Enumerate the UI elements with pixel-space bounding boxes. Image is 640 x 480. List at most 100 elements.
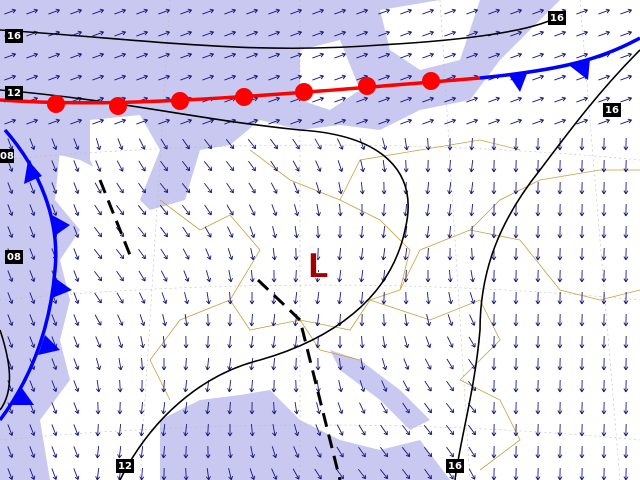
wind-arrow [271,335,277,349]
wind-arrow [292,160,300,172]
wind-arrow [73,446,80,458]
wind-arrow [4,118,16,125]
wind-arrow [183,467,189,480]
borders [149,139,640,471]
wind-arrow [226,182,234,194]
wind-arrow [183,335,189,349]
wind-arrow [51,160,58,172]
wind-arrow [160,160,168,172]
wind-arrow [315,313,321,327]
wind-arrow [26,8,38,15]
wind-arrow [447,314,454,327]
wind-arrow [381,313,387,327]
wind-arrow [337,291,343,305]
wind-arrow [381,380,388,392]
label-box [5,86,23,100]
wind-arrow [315,247,321,261]
wind-arrow [424,358,432,370]
wind-arrow [446,380,454,392]
wind-arrow [447,225,453,239]
wind-arrow [535,357,541,371]
wind-arrow [601,291,607,305]
wind-arrow [359,269,365,283]
wind-arrow [95,467,101,480]
wind-arrow [182,204,191,216]
wind-arrow [601,159,607,173]
wind-arrow [48,8,60,15]
wind-arrow [360,358,365,371]
wind-arrow [160,248,168,260]
wind-arrow [466,30,478,37]
wind-arrow [601,445,607,459]
wind-arrow [292,138,300,150]
wind-arrow [250,446,255,459]
wind-arrow [422,8,434,15]
isobars [0,14,640,480]
wind-arrow [95,358,102,371]
isobar-label: 12 [118,461,132,472]
wind-arrow [315,225,321,239]
wind-arrow [205,445,211,459]
wind-arrow [290,8,302,15]
wind-arrow [601,423,607,437]
front-symbol [508,71,528,92]
wind-arrow [293,401,299,415]
wind-arrow [601,335,607,349]
front-symbol [109,97,127,115]
wind-arrow [358,446,366,458]
wind-arrow [532,74,544,81]
wind-arrow [491,401,497,415]
wind-arrow [270,138,279,150]
wind-arrow [183,313,189,327]
wind-arrow [491,467,497,480]
wind-arrow [117,379,123,393]
wind-arrow [268,52,280,59]
wind-arrow [95,336,102,348]
wind-arrow [402,380,410,392]
wind-arrow [293,247,299,261]
wind-arrow [202,30,214,37]
wind-arrow [73,314,80,326]
label-box [5,29,23,43]
wind-arrow [513,181,519,195]
wind-arrow [557,467,563,480]
wind-arrow [290,30,302,37]
label-box [603,103,621,117]
wind-arrow [491,379,497,393]
wind-arrow [356,96,368,103]
wind-arrow [513,225,519,239]
wind-arrow [161,423,167,437]
wind-arrow [337,357,343,371]
wind-arrow [271,446,278,459]
wind-arrow [248,182,256,194]
front-symbol [235,88,253,106]
wind-arrow [620,52,632,59]
wind-arrow [513,423,519,437]
wind-arrow [183,270,190,282]
wind-arrow [447,247,453,261]
wind-arrow [623,159,629,173]
wind-arrow [491,335,497,349]
wind-arrow [248,204,256,216]
wind-arrow [356,8,368,15]
wind-arrow [601,225,607,239]
wind-arrow [469,314,476,326]
wind-arrow [601,181,607,195]
wind-arrow [160,226,169,238]
wind-arrow [315,357,321,371]
wind-arrow [180,52,192,59]
wind-arrow [620,96,632,103]
wind-arrow [183,379,189,393]
wind-arrow [137,205,147,216]
wind-arrow [202,74,214,81]
wind-arrow [557,181,563,195]
wind-arrow [579,247,585,261]
wind-arrow [139,401,145,415]
wind-arrow [359,225,365,239]
wind-arrow [158,8,170,15]
wind-arrow [159,182,169,194]
isobar-label: 16 [605,105,619,116]
wind-arrow [114,30,126,37]
front-symbol [295,83,313,101]
